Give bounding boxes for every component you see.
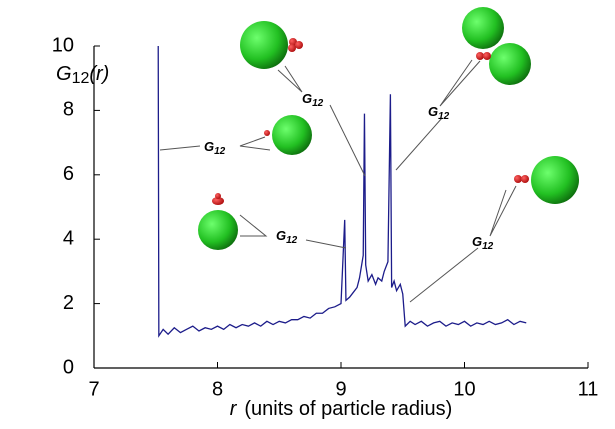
annotation: G12 [472, 234, 494, 251]
ann-sub: 12 [214, 146, 226, 157]
diagrams [198, 7, 579, 250]
y-tick-label: 4 [63, 227, 74, 249]
x-tick-label: 7 [88, 378, 99, 400]
x-label-var: r [230, 398, 238, 420]
ann-base: G [302, 91, 312, 106]
y-axis-label: G12(r) [56, 63, 109, 87]
axes [93, 46, 588, 369]
y-label-sub: 12 [72, 70, 90, 87]
x-tick-label: 10 [453, 378, 475, 400]
ticks: 7 8 9 10 11 0 2 4 6 8 10 [52, 34, 599, 400]
y-label-base: G [56, 63, 72, 85]
y-tick-label: 10 [52, 34, 74, 56]
x-tick-label: 8 [212, 378, 223, 400]
ann-base: G [428, 104, 438, 119]
x-tick-label: 11 [578, 378, 599, 400]
x-tick-label: 9 [335, 378, 346, 400]
x-label-rest: (units of particle radius) [244, 398, 452, 420]
y-tick-label: 8 [63, 99, 74, 121]
y-label-rest: (r) [89, 63, 109, 85]
annotation: G12 [302, 91, 324, 108]
y-tick-label: 6 [63, 163, 74, 185]
ann-base: G [472, 234, 482, 249]
annotation: G12 [276, 228, 298, 245]
annotation: G12 [428, 104, 450, 121]
ann-base: G [204, 139, 214, 154]
x-axis-label: r (units of particle radius) [230, 398, 453, 420]
ann-sub: 12 [482, 241, 494, 252]
ann-base: G [276, 228, 286, 243]
plot [157, 45, 527, 338]
y-tick-label: 0 [63, 356, 74, 378]
annotations: G12 G12 G12 G12 G12 [204, 91, 494, 251]
ann-sub: 12 [312, 98, 324, 109]
ann-sub: 12 [438, 111, 450, 122]
leader-lines [159, 59, 517, 303]
data-line [157, 45, 527, 338]
ann-sub: 12 [286, 235, 298, 246]
annotation: G12 [204, 139, 226, 156]
y-tick-label: 2 [63, 292, 74, 314]
